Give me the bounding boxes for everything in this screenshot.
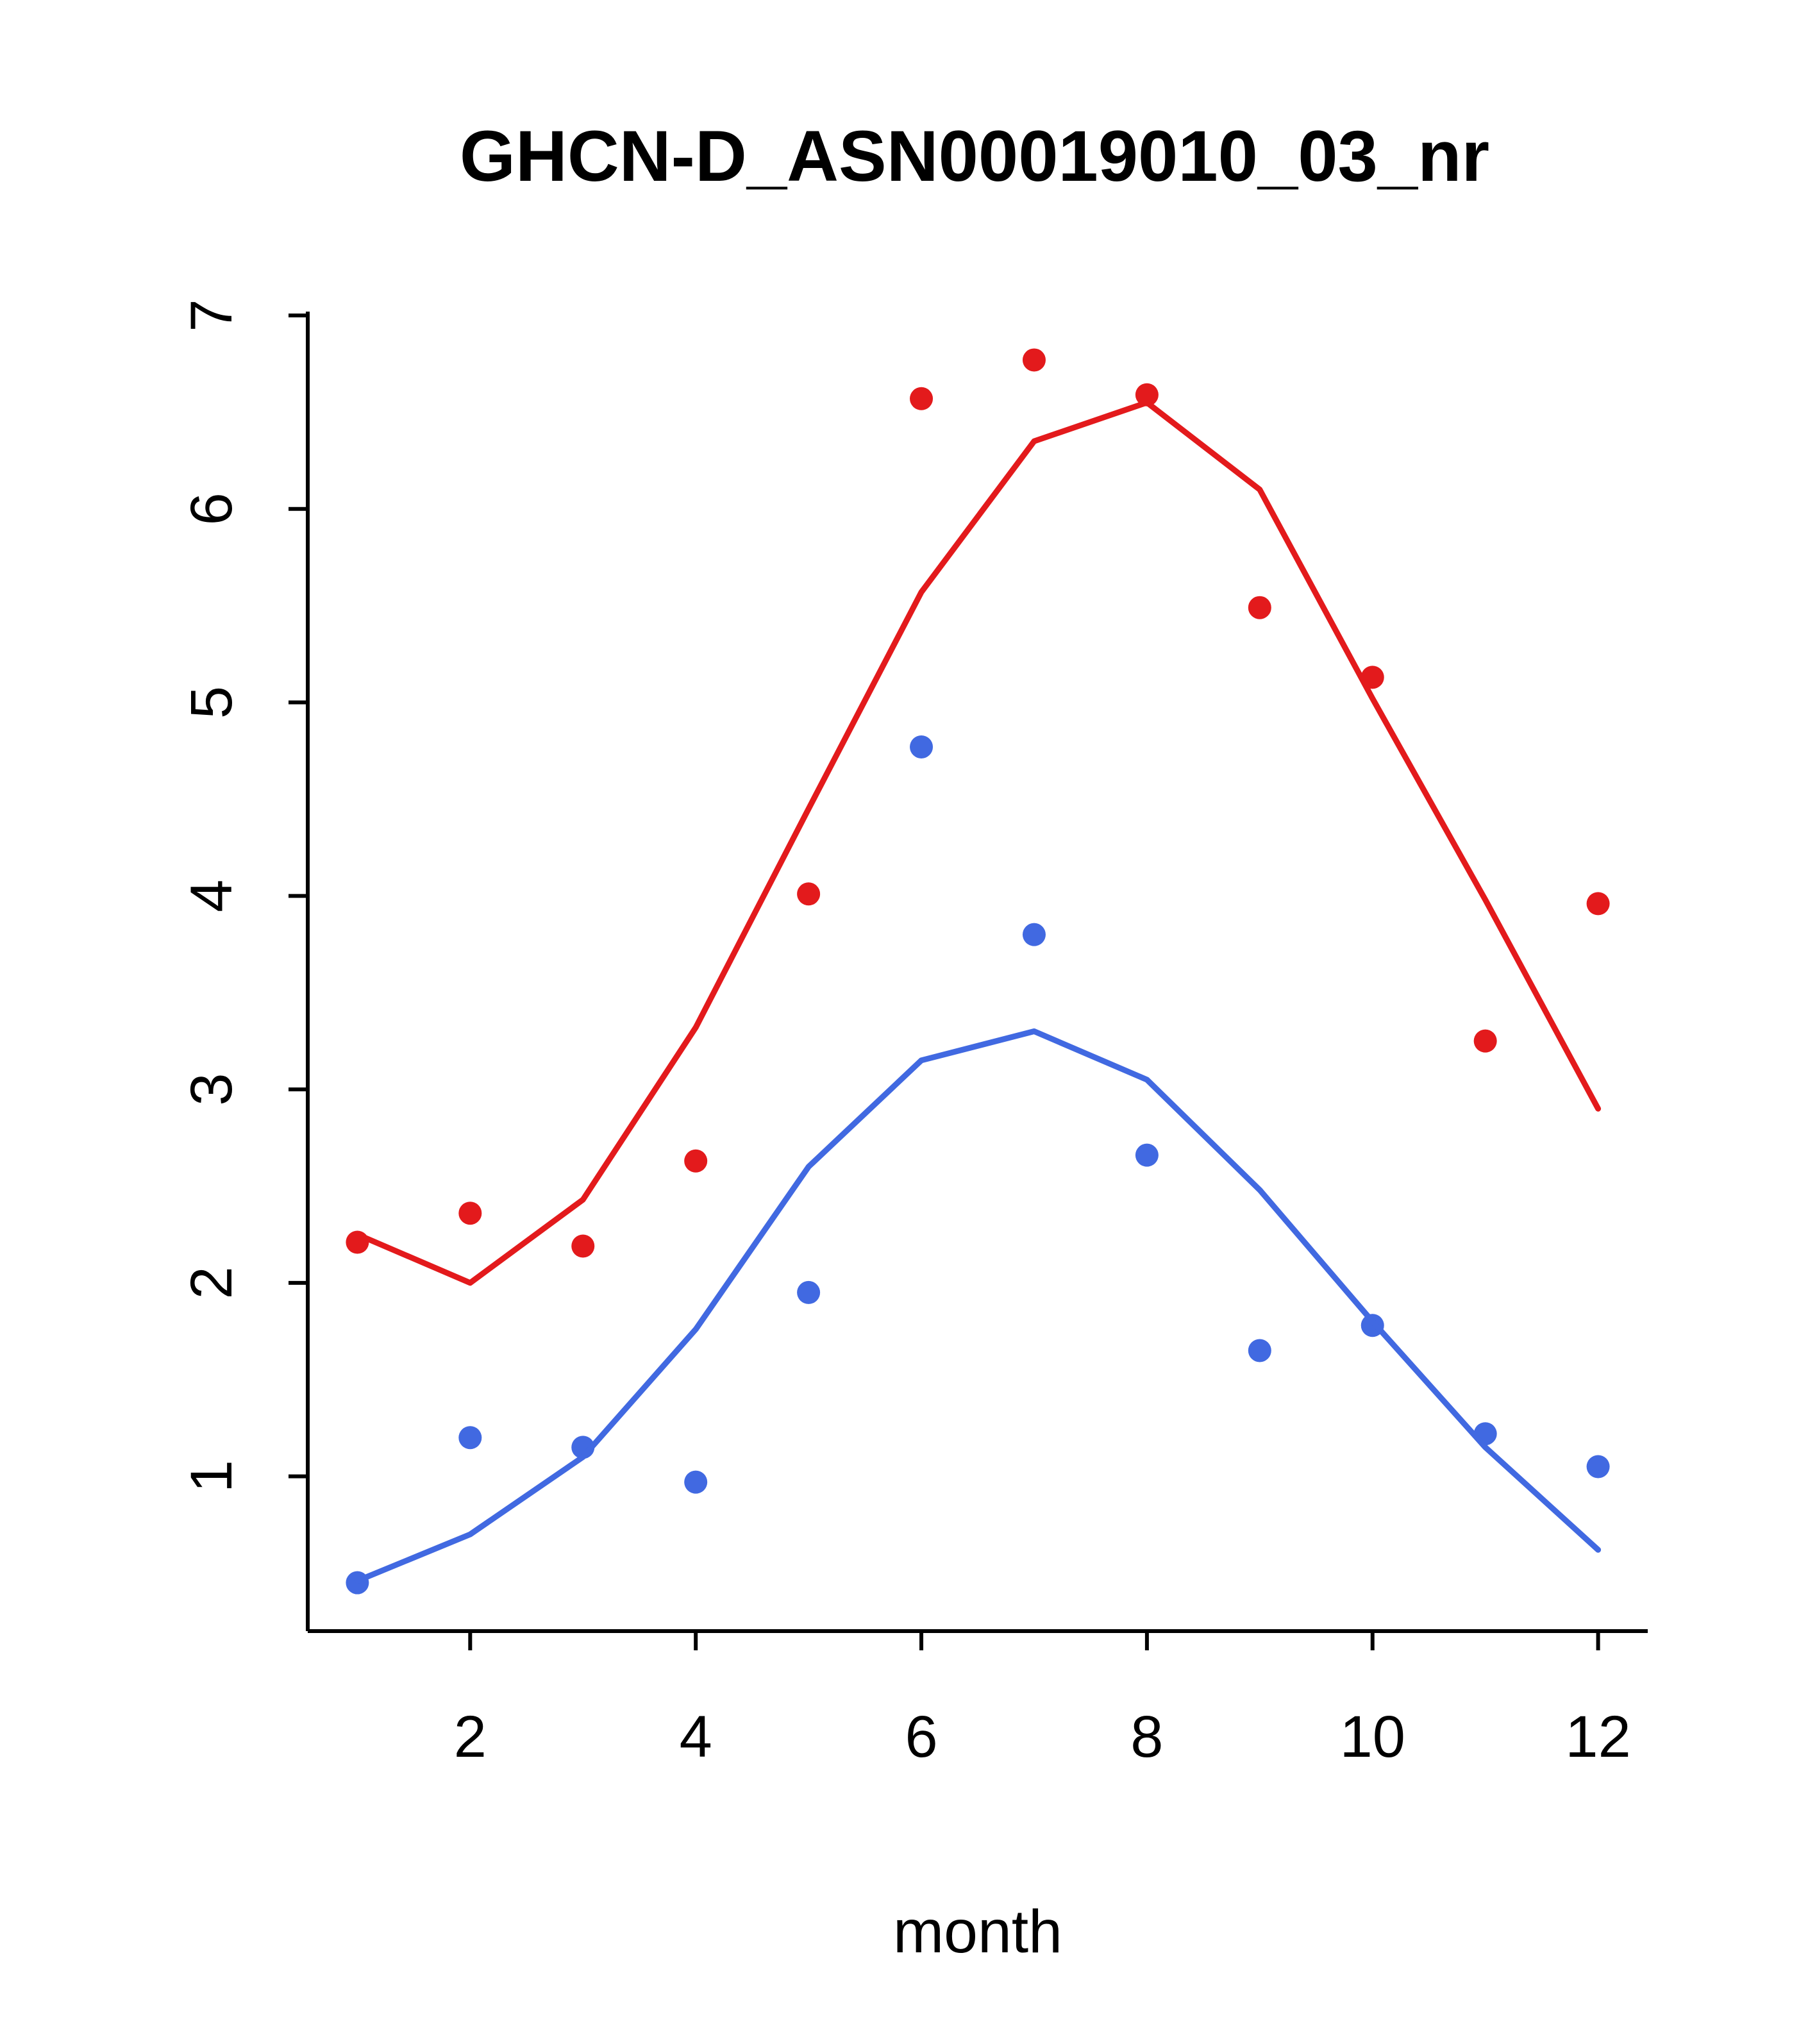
y-tick-label: 5: [179, 686, 244, 719]
series-red-points-marker: [910, 387, 934, 410]
x-tick-label: 6: [905, 1704, 937, 1770]
series-red-points-marker: [1135, 383, 1159, 406]
y-tick-label: 7: [179, 299, 244, 331]
series-red-points-marker: [1586, 892, 1610, 916]
y-tick-label: 1: [179, 1460, 244, 1493]
series-red-line: [354, 399, 1602, 1286]
series-blue-line: [354, 1028, 1602, 1584]
series-blue-points-marker: [684, 1470, 708, 1494]
series-red-points-marker: [571, 1234, 595, 1258]
series-blue-points-marker: [1135, 1143, 1159, 1167]
series-blue-points-marker: [1248, 1339, 1271, 1362]
series-red-points-marker: [1022, 348, 1046, 372]
y-tick-label: 2: [179, 1266, 244, 1299]
y-tick-label: 4: [179, 880, 244, 912]
series-red-points-marker: [1248, 596, 1271, 619]
series-red-points-marker: [684, 1149, 708, 1173]
series-blue-points-marker: [797, 1280, 821, 1304]
series-blue-points-marker: [910, 735, 934, 758]
series-red-points-marker: [797, 882, 821, 906]
chart-title: GHCN-D_ASN00019010_03_nr: [460, 116, 1489, 196]
x-tick-label: 12: [1565, 1704, 1630, 1770]
series-blue-points-marker: [1586, 1455, 1610, 1479]
x-tick-label: 8: [1130, 1704, 1163, 1770]
x-tick-label: 2: [454, 1704, 487, 1770]
series-blue-points-marker: [1022, 923, 1046, 946]
x-axis-title: month: [893, 1898, 1062, 1966]
series-red-points-marker: [1473, 1029, 1497, 1053]
x-tick-label: 4: [680, 1704, 712, 1770]
series-layer: [346, 348, 1610, 1595]
x-tick-label: 10: [1340, 1704, 1405, 1770]
series-red-points-marker: [458, 1202, 482, 1225]
y-tick-label: 3: [179, 1073, 244, 1105]
y-tick-label: 6: [179, 492, 244, 525]
series-blue-points-marker: [458, 1426, 482, 1450]
